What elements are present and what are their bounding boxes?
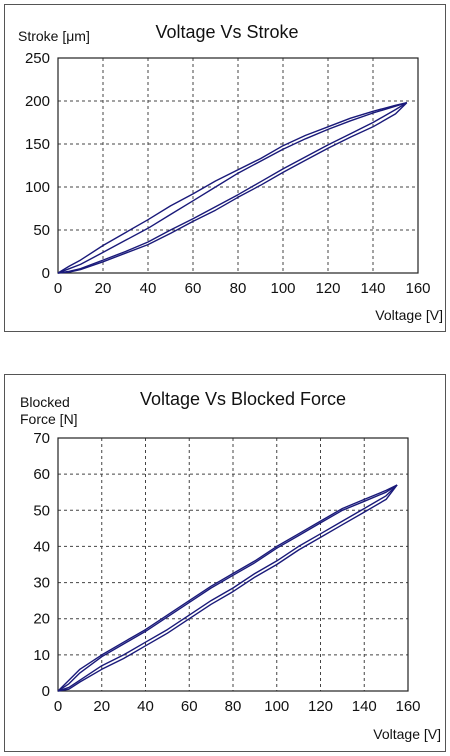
x-tick-label: 0 (54, 280, 62, 297)
force-chart: 0 20 40 60 80 100 120 140 160 0 10 20 30 40 50 60 70 Volt… (20, 389, 441, 742)
x-tick-label: 140 (360, 280, 385, 297)
x-tick-label: 100 (264, 698, 289, 715)
chart-title: Voltage Vs Stroke (155, 22, 298, 42)
x-tick-label: 120 (308, 698, 333, 715)
y-tick-label: 10 (33, 647, 50, 664)
x-tick-label: 60 (181, 698, 198, 715)
force-chart-panel: 0 20 40 60 80 100 120 140 160 0 10 20 30 40 50 60 70 Volt… (4, 374, 446, 752)
x-axis-label: Voltage [V] (375, 307, 443, 323)
x-tick-label: 140 (352, 698, 377, 715)
y-tick-label: 0 (42, 265, 50, 282)
series-line (57, 484, 398, 692)
y-tick-label: 0 (42, 683, 50, 700)
x-tick-label: 0 (54, 698, 62, 715)
x-tick-label: 60 (185, 280, 202, 297)
series-line (57, 484, 398, 692)
stroke-chart-panel: 0 20 40 60 80 100 120 140 160 0 50 100 150 200 250 Volt… (4, 4, 446, 332)
y-tick-label: 70 (33, 430, 50, 447)
series-line (57, 102, 407, 274)
y-tick-label: 20 (33, 611, 50, 628)
y-tick-label: 40 (33, 538, 50, 555)
plot-area (57, 57, 419, 274)
x-tick-label: 100 (270, 280, 295, 297)
y-axis-label: Blocked (20, 394, 70, 410)
y-tick-label: 50 (33, 222, 50, 239)
x-axis-label: Voltage [V] (373, 726, 441, 742)
y-tick-label: 100 (25, 179, 50, 196)
x-tick-label: 40 (137, 698, 154, 715)
y-tick-label: 150 (25, 136, 50, 153)
series-line (57, 102, 408, 274)
x-tick-label: 20 (93, 698, 110, 715)
x-tick-label: 20 (95, 280, 112, 297)
y-tick-label: 200 (25, 93, 50, 110)
x-tick-label: 160 (395, 698, 420, 715)
series-line (57, 484, 398, 692)
series-line (57, 484, 398, 692)
series-line (57, 102, 408, 274)
x-tick-label: 160 (405, 280, 430, 297)
y-tick-label: 60 (33, 466, 50, 483)
y-tick-label: 50 (33, 502, 50, 519)
series-line (57, 102, 408, 274)
y-axis-label: Stroke [μm] (18, 28, 90, 44)
y-tick-label: 250 (25, 50, 50, 67)
plot-area (57, 437, 409, 692)
x-tick-label: 80 (225, 698, 242, 715)
stroke-chart: 0 20 40 60 80 100 120 140 160 0 50 100 150 200 250 Volt… (18, 22, 443, 323)
x-tick-label: 40 (140, 280, 157, 297)
y-tick-label: 30 (33, 575, 50, 592)
x-tick-label: 120 (315, 280, 340, 297)
y-axis-label: Force [N] (20, 411, 78, 427)
x-tick-label: 80 (230, 280, 247, 297)
chart-title: Voltage Vs Blocked Force (140, 389, 346, 409)
